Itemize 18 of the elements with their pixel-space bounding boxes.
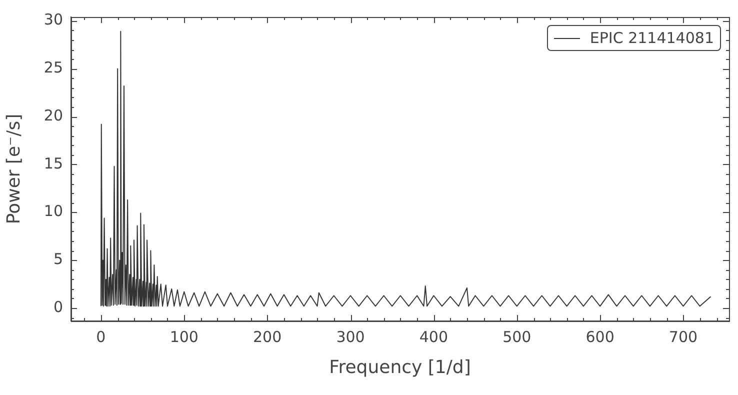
y-tick-label: 20 bbox=[44, 106, 63, 124]
x-tick-label: 700 bbox=[668, 328, 698, 346]
x-tick-label: 400 bbox=[419, 328, 448, 346]
y-axis-title: Power [e⁻/s] bbox=[3, 114, 24, 224]
x-axis-title: Frequency [1/d] bbox=[329, 356, 471, 378]
y-tick-label: 0 bbox=[53, 298, 63, 316]
x-tick-label: 600 bbox=[586, 328, 614, 346]
y-tick-label: 25 bbox=[44, 58, 63, 77]
y-tick-label: 15 bbox=[44, 154, 63, 172]
x-tick-label: 0 bbox=[96, 328, 106, 346]
y-tick-label: 5 bbox=[53, 250, 63, 268]
y-tick-label: 10 bbox=[44, 202, 63, 220]
x-tick-label: 200 bbox=[253, 328, 282, 346]
y-tick-label: 30 bbox=[44, 10, 63, 29]
legend-label: EPIC 211414081 bbox=[590, 29, 714, 47]
x-tick-label: 100 bbox=[170, 328, 198, 346]
x-tick-label: 300 bbox=[336, 328, 365, 346]
x-tick-label: 500 bbox=[502, 328, 532, 346]
